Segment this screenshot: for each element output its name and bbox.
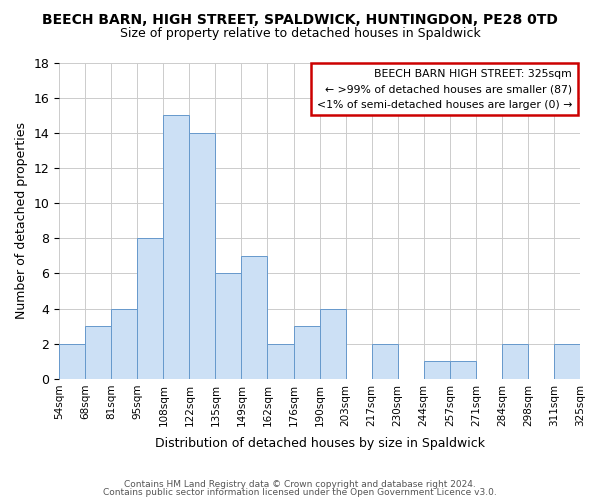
Bar	[85, 326, 111, 379]
Bar	[241, 256, 268, 379]
X-axis label: Distribution of detached houses by size in Spaldwick: Distribution of detached houses by size …	[155, 437, 485, 450]
Bar	[371, 344, 398, 379]
Bar	[268, 344, 293, 379]
Bar	[59, 344, 85, 379]
Bar	[424, 362, 450, 379]
Bar	[163, 115, 190, 379]
Bar	[215, 274, 241, 379]
Y-axis label: Number of detached properties: Number of detached properties	[15, 122, 28, 319]
Bar	[320, 308, 346, 379]
Bar	[502, 344, 528, 379]
Bar	[111, 308, 137, 379]
Text: BEECH BARN, HIGH STREET, SPALDWICK, HUNTINGDON, PE28 0TD: BEECH BARN, HIGH STREET, SPALDWICK, HUNT…	[42, 12, 558, 26]
Bar	[554, 344, 580, 379]
Text: Contains HM Land Registry data © Crown copyright and database right 2024.: Contains HM Land Registry data © Crown c…	[124, 480, 476, 489]
Bar	[137, 238, 163, 379]
Bar	[293, 326, 320, 379]
Text: Contains public sector information licensed under the Open Government Licence v3: Contains public sector information licen…	[103, 488, 497, 497]
Bar	[190, 133, 215, 379]
Bar	[450, 362, 476, 379]
Text: BEECH BARN HIGH STREET: 325sqm
← >99% of detached houses are smaller (87)
<1% of: BEECH BARN HIGH STREET: 325sqm ← >99% of…	[317, 69, 572, 110]
Text: Size of property relative to detached houses in Spaldwick: Size of property relative to detached ho…	[119, 28, 481, 40]
